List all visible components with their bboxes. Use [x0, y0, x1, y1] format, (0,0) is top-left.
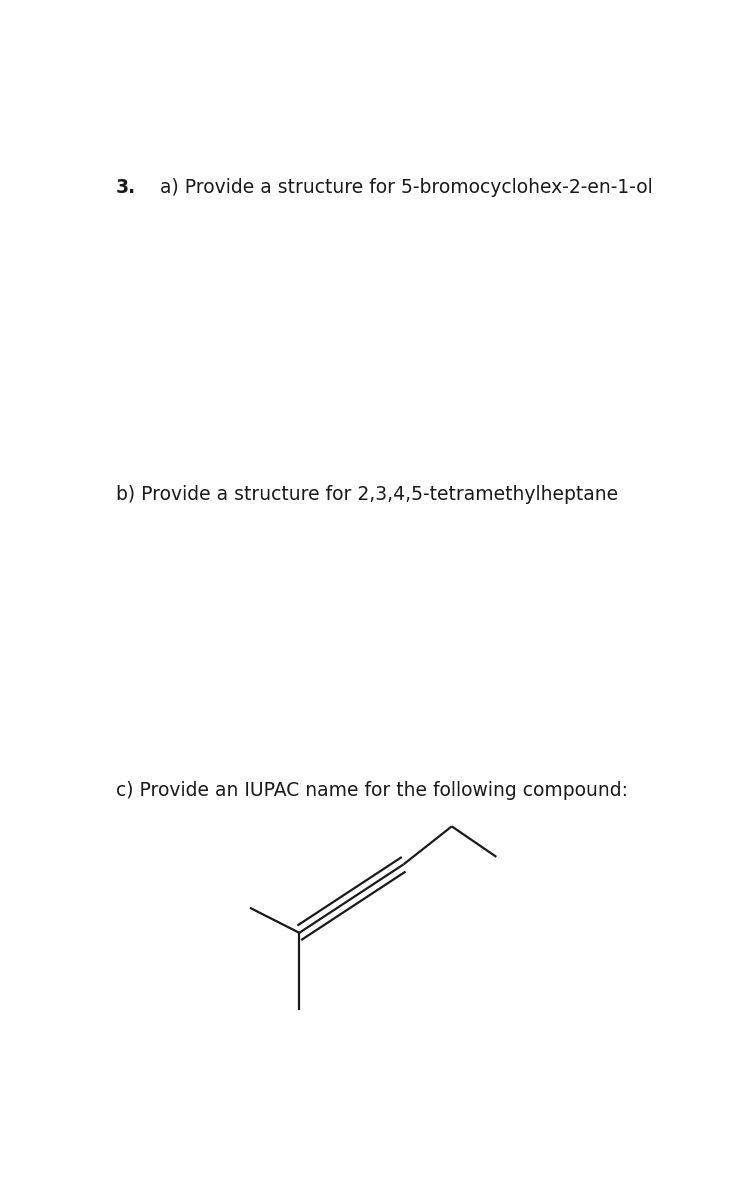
- Text: 3.: 3.: [115, 178, 135, 197]
- Text: c) Provide an IUPAC name for the following compound:: c) Provide an IUPAC name for the followi…: [115, 781, 628, 801]
- Text: a) Provide a structure for 5-bromocyclohex-2-en-1-ol: a) Provide a structure for 5-bromocycloh…: [148, 178, 653, 197]
- Text: b) Provide a structure for 2,3,4,5-tetramethylheptane: b) Provide a structure for 2,3,4,5-tetra…: [115, 484, 618, 504]
